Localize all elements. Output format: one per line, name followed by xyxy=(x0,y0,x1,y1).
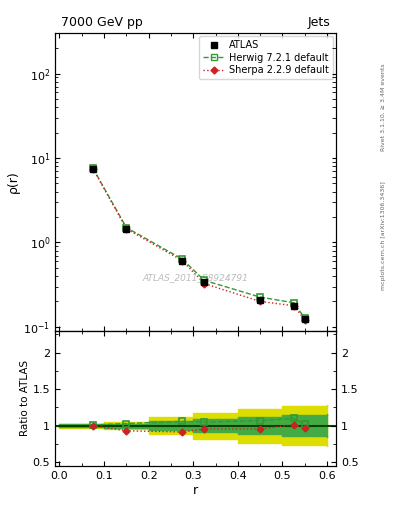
Text: 7000 GeV pp: 7000 GeV pp xyxy=(61,16,142,29)
Legend: ATLAS, Herwig 7.2.1 default, Sherpa 2.2.9 default: ATLAS, Herwig 7.2.1 default, Sherpa 2.2.… xyxy=(199,36,333,79)
Text: Jets: Jets xyxy=(308,16,331,29)
Text: mcplots.cern.ch [arXiv:1306.3436]: mcplots.cern.ch [arXiv:1306.3436] xyxy=(381,181,386,290)
X-axis label: r: r xyxy=(193,483,198,497)
Text: Rivet 3.1.10, ≥ 3.4M events: Rivet 3.1.10, ≥ 3.4M events xyxy=(381,63,386,152)
Y-axis label: Ratio to ATLAS: Ratio to ATLAS xyxy=(20,360,30,436)
Text: ATLAS_2011_S8924791: ATLAS_2011_S8924791 xyxy=(143,273,248,282)
Y-axis label: ρ(r): ρ(r) xyxy=(7,170,20,194)
